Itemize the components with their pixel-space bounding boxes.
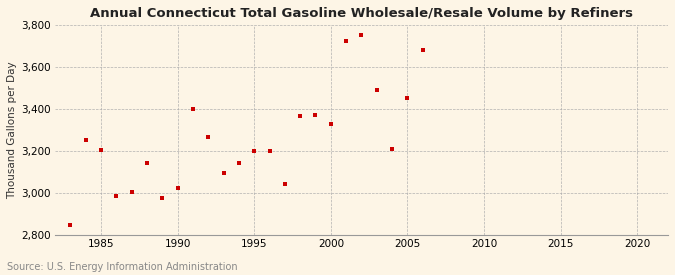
Point: [80, 138, 91, 143]
Point: [417, 48, 428, 53]
Point: [264, 149, 275, 153]
Point: [202, 135, 213, 139]
Point: [95, 148, 106, 152]
Point: [142, 161, 153, 166]
Point: [295, 114, 306, 119]
Point: [310, 113, 321, 117]
Point: [126, 189, 137, 194]
Point: [371, 88, 382, 92]
Point: [157, 196, 167, 200]
Point: [111, 194, 122, 198]
Point: [387, 147, 398, 151]
Point: [341, 39, 352, 43]
Y-axis label: Thousand Gallons per Day: Thousand Gallons per Day: [7, 61, 17, 199]
Text: Source: U.S. Energy Information Administration: Source: U.S. Energy Information Administ…: [7, 262, 238, 272]
Point: [356, 32, 367, 37]
Point: [65, 223, 76, 227]
Point: [279, 182, 290, 187]
Point: [218, 171, 229, 175]
Point: [234, 161, 244, 166]
Point: [402, 95, 413, 100]
Title: Annual Connecticut Total Gasoline Wholesale/Resale Volume by Refiners: Annual Connecticut Total Gasoline Wholes…: [90, 7, 633, 20]
Point: [325, 122, 336, 126]
Point: [249, 149, 260, 153]
Point: [188, 107, 198, 111]
Point: [172, 185, 183, 190]
